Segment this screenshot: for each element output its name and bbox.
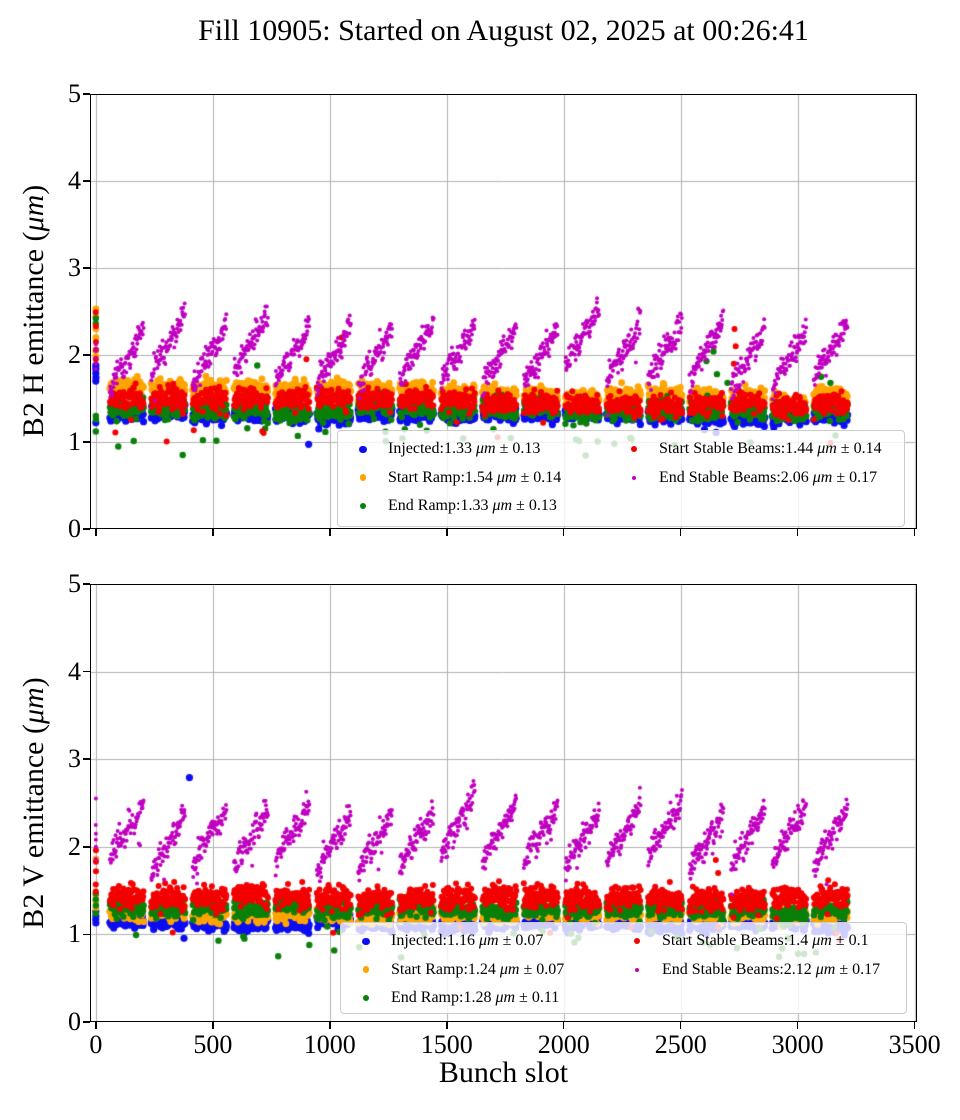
legend-label: Start Ramp:1.24 μm ± 0.07 — [391, 960, 565, 978]
figure-title: Fill 10905: Started on August 02, 2025 a… — [198, 14, 809, 47]
x-tick-label: 1500 — [420, 1030, 473, 1059]
h-plot-legend: Injected:1.33 μm ± 0.13 Start Ramp:1.54 μ… — [337, 430, 905, 527]
legend-item: Start Stable Beams:1.44 μm ± 0.14 — [609, 435, 882, 464]
legend-marker-dot-icon — [632, 475, 636, 480]
legend-marker-dot-icon — [359, 445, 367, 453]
x-tick-mark — [913, 1022, 916, 1029]
y-tick-label: 1 — [68, 427, 81, 456]
legend-item: Injected:1.16 μm ± 0.07 — [341, 927, 564, 956]
y-tick-mark — [83, 528, 90, 530]
x-tick-mark — [446, 529, 448, 536]
v-y-axis-label: B2 V emittance (μm) — [17, 677, 50, 929]
legend-item: End Stable Beams:2.12 μm ± 0.17 — [612, 956, 880, 985]
y-tick-mark — [83, 267, 90, 269]
x-tick-mark — [446, 1022, 448, 1029]
legend-label: Start Stable Beams:1.4 μm ± 0.1 — [662, 932, 869, 950]
legend-label: Start Ramp:1.54 μm ± 0.14 — [388, 468, 562, 486]
y-tick-mark — [83, 354, 90, 356]
h-y-axis-label: B2 H emittance (μm) — [17, 184, 50, 438]
y-tick-label: 3 — [68, 253, 81, 282]
legend-marker-dot-icon — [359, 474, 367, 482]
legend-label: Start Stable Beams:1.44 μm ± 0.14 — [659, 440, 882, 458]
y-tick-mark — [83, 180, 90, 182]
x-tick-label: 2000 — [537, 1030, 590, 1059]
y-tick-label: 5 — [68, 569, 81, 598]
y-tick-mark — [83, 758, 90, 760]
legend-marker-dot-icon — [634, 938, 640, 945]
legend-item: Start Ramp:1.24 μm ± 0.07 — [341, 956, 564, 985]
legend-column: Start Stable Beams:1.4 μm ± 0.1 End Stabl… — [612, 927, 880, 984]
y-tick-label: 0 — [68, 514, 81, 543]
x-tick-mark — [95, 1022, 97, 1029]
legend-label: End Ramp:1.33 μm ± 0.13 — [388, 497, 557, 515]
legend-item: Start Ramp:1.54 μm ± 0.14 — [338, 464, 561, 493]
legend-marker-dot-icon — [635, 967, 639, 972]
legend-item: End Ramp:1.28 μm ± 0.11 — [341, 984, 564, 1013]
legend-marker-box — [609, 446, 659, 453]
x-tick-mark — [562, 1022, 565, 1029]
x-tick-mark — [796, 1022, 799, 1029]
legend-label: End Stable Beams:2.06 μm ± 0.17 — [659, 468, 878, 486]
legend-label: Injected:1.16 μm ± 0.07 — [391, 932, 544, 950]
legend-column: Start Stable Beams:1.44 μm ± 0.14 End Sta… — [609, 435, 882, 492]
legend-item: End Stable Beams:2.06 μm ± 0.17 — [609, 464, 882, 493]
legend-label: End Ramp:1.28 μm ± 0.11 — [391, 989, 560, 1007]
y-tick-label: 4 — [68, 656, 81, 686]
y-tick-label: 4 — [68, 166, 81, 195]
legend-column: Injected:1.16 μm ± 0.07 Start Ramp:1.24 μ… — [341, 927, 564, 1013]
legend-item: Injected:1.33 μm ± 0.13 — [338, 435, 561, 464]
legend-label: End Stable Beams:2.12 μm ± 0.17 — [662, 960, 881, 978]
x-tick-mark — [95, 529, 97, 536]
x-tick-mark — [562, 529, 565, 536]
legend-marker-dot-icon — [359, 503, 367, 510]
x-tick-mark — [679, 1022, 682, 1029]
x-tick-mark — [329, 529, 331, 536]
y-tick-label: 5 — [68, 79, 81, 108]
legend-marker-box — [341, 995, 391, 1002]
legend-marker-box — [609, 475, 659, 480]
y-tick-mark — [83, 846, 90, 848]
y-tick-mark — [83, 1021, 90, 1023]
y-tick-label: 3 — [68, 744, 81, 774]
x-axis-label: Bunch slot — [438, 1056, 569, 1089]
y-tick-label: 1 — [68, 919, 81, 949]
x-tick-label: 3000 — [771, 1030, 824, 1059]
legend-marker-box — [612, 967, 662, 972]
y-tick-label: 2 — [68, 831, 81, 861]
y-tick-mark — [83, 441, 90, 443]
legend-marker-box — [338, 474, 388, 482]
x-tick-mark — [329, 1022, 331, 1029]
y-tick-mark — [83, 933, 90, 936]
x-tick-label: 1000 — [303, 1030, 356, 1059]
legend-marker-dot-icon — [631, 446, 637, 453]
y-tick-mark — [83, 93, 90, 95]
y-tick-label: 0 — [68, 1007, 81, 1036]
x-tick-mark — [796, 529, 799, 536]
y-tick-mark — [83, 583, 90, 585]
legend-marker-box — [341, 937, 391, 945]
legend-column: Injected:1.33 μm ± 0.13 Start Ramp:1.54 μ… — [338, 435, 561, 521]
legend-label: Injected:1.33 μm ± 0.13 — [388, 440, 541, 458]
x-tick-mark — [212, 1022, 214, 1029]
x-tick-mark — [679, 529, 682, 536]
legend-item: End Ramp:1.33 μm ± 0.13 — [338, 492, 561, 521]
x-tick-label: 2500 — [654, 1030, 707, 1059]
x-tick-mark — [212, 529, 214, 536]
legend-marker-box — [338, 445, 388, 453]
legend-marker-box — [338, 503, 388, 510]
legend-marker-box — [341, 966, 391, 974]
v-plot-legend: Injected:1.16 μm ± 0.07 Start Ramp:1.24 μ… — [340, 922, 907, 1014]
x-tick-mark — [913, 529, 916, 536]
y-tick-mark — [83, 670, 90, 673]
legend-marker-box — [612, 938, 662, 945]
legend-marker-dot-icon — [362, 995, 370, 1002]
y-tick-label: 2 — [68, 340, 81, 369]
x-tick-label: 3500 — [888, 1030, 941, 1059]
legend-marker-dot-icon — [362, 937, 370, 945]
x-tick-label: 0 — [89, 1030, 103, 1059]
x-tick-label: 500 — [193, 1030, 233, 1059]
legend-item: Start Stable Beams:1.4 μm ± 0.1 — [612, 927, 880, 956]
legend-marker-dot-icon — [362, 966, 370, 974]
